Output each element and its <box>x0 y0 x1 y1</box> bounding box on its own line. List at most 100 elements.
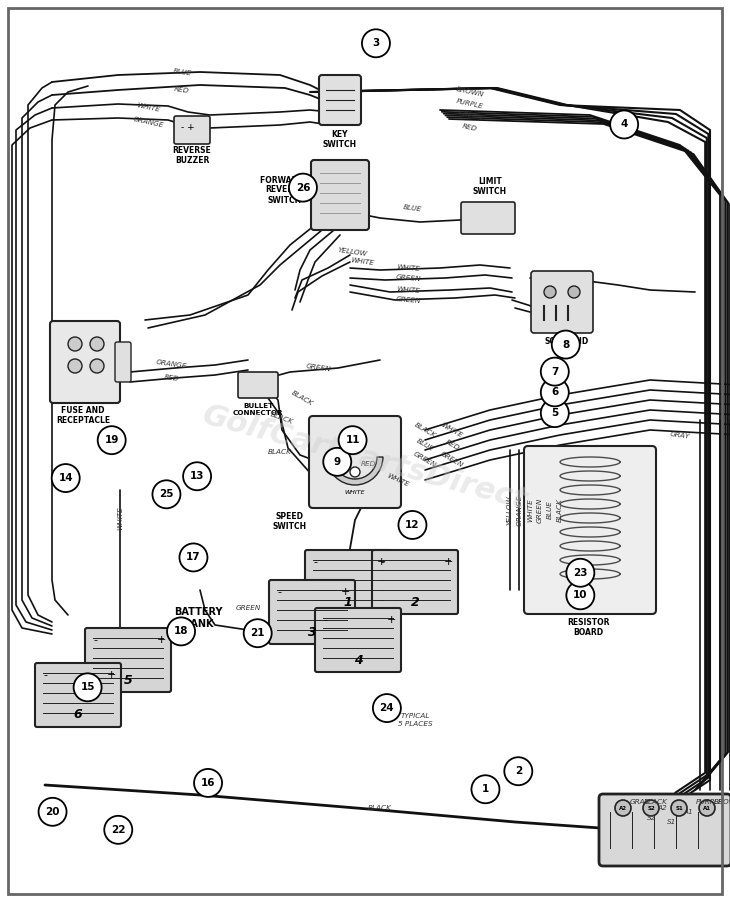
Circle shape <box>566 581 594 610</box>
Circle shape <box>289 173 317 202</box>
Text: REVERSE
BUZZER: REVERSE BUZZER <box>172 146 212 165</box>
Circle shape <box>552 330 580 359</box>
Text: +: + <box>386 615 396 625</box>
FancyBboxPatch shape <box>238 372 278 398</box>
Text: BROWN: BROWN <box>456 86 485 98</box>
FancyBboxPatch shape <box>524 446 656 614</box>
Text: 13: 13 <box>190 471 204 482</box>
Circle shape <box>615 800 631 816</box>
Circle shape <box>39 797 66 826</box>
Circle shape <box>98 426 126 455</box>
Circle shape <box>362 29 390 58</box>
FancyBboxPatch shape <box>311 160 369 230</box>
Text: -: - <box>380 557 384 567</box>
FancyBboxPatch shape <box>305 550 391 614</box>
Text: RESISTOR
BOARD: RESISTOR BOARD <box>566 618 610 638</box>
Text: 17: 17 <box>186 552 201 563</box>
Circle shape <box>399 511 426 539</box>
Text: BROWN: BROWN <box>714 799 730 805</box>
Text: WHITE: WHITE <box>386 473 410 488</box>
Text: 14: 14 <box>58 473 73 483</box>
Wedge shape <box>327 457 383 485</box>
Text: BLACK: BLACK <box>413 421 437 438</box>
Text: 1: 1 <box>344 595 353 609</box>
Circle shape <box>568 286 580 298</box>
Circle shape <box>323 447 351 476</box>
Text: ORANGE: ORANGE <box>156 359 188 369</box>
Text: +: + <box>156 635 166 645</box>
Text: 5: 5 <box>551 408 558 419</box>
FancyBboxPatch shape <box>35 663 121 727</box>
Text: +: + <box>340 587 350 597</box>
Text: A1: A1 <box>703 805 711 811</box>
FancyBboxPatch shape <box>599 794 730 866</box>
Text: BLACK: BLACK <box>268 449 292 455</box>
Circle shape <box>183 462 211 491</box>
Circle shape <box>194 769 222 797</box>
Text: 4: 4 <box>353 654 362 667</box>
Circle shape <box>104 815 132 844</box>
FancyBboxPatch shape <box>372 550 458 614</box>
Text: RED: RED <box>174 86 190 94</box>
FancyBboxPatch shape <box>315 608 401 672</box>
Text: 11: 11 <box>345 435 360 446</box>
Text: -: - <box>43 670 47 680</box>
Circle shape <box>566 558 594 587</box>
Text: WHITE: WHITE <box>350 257 374 267</box>
Text: A2: A2 <box>619 805 627 811</box>
Text: SOLENOID: SOLENOID <box>545 337 589 346</box>
FancyBboxPatch shape <box>115 342 131 382</box>
Circle shape <box>180 543 207 572</box>
Circle shape <box>153 480 180 509</box>
Text: PURPLE: PURPLE <box>696 799 724 805</box>
Text: 4: 4 <box>620 119 628 130</box>
FancyBboxPatch shape <box>319 75 361 125</box>
Text: WHITE: WHITE <box>345 490 365 495</box>
Text: 23: 23 <box>573 567 588 578</box>
Text: 18: 18 <box>174 626 188 637</box>
Text: -: - <box>323 615 327 625</box>
Text: RED: RED <box>462 124 478 133</box>
FancyBboxPatch shape <box>269 580 355 644</box>
Text: WHITE: WHITE <box>527 498 533 522</box>
Text: RED: RED <box>444 438 460 451</box>
Circle shape <box>671 800 687 816</box>
Text: S2: S2 <box>647 805 655 811</box>
Text: BLACK: BLACK <box>270 411 294 425</box>
Text: 2: 2 <box>410 595 419 609</box>
Text: 15: 15 <box>80 682 95 693</box>
Text: WHITE: WHITE <box>396 286 420 294</box>
Text: GREEN: GREEN <box>412 451 437 469</box>
Text: YELLOW: YELLOW <box>507 495 513 525</box>
Circle shape <box>541 378 569 407</box>
FancyBboxPatch shape <box>50 321 120 403</box>
Text: 21: 21 <box>250 628 265 639</box>
Text: 26: 26 <box>296 182 310 193</box>
Circle shape <box>74 673 101 702</box>
Text: S1: S1 <box>675 805 683 811</box>
Text: 3: 3 <box>372 38 380 49</box>
Text: 6: 6 <box>74 708 82 722</box>
Text: KEY
SWITCH: KEY SWITCH <box>323 130 357 150</box>
Text: GREEN: GREEN <box>305 364 331 373</box>
Text: GREEN: GREEN <box>395 274 420 282</box>
Text: FORWARD /
REVERSE
SWITCH: FORWARD / REVERSE SWITCH <box>261 175 310 205</box>
Text: WHITE: WHITE <box>136 103 161 114</box>
Text: FUSE AND
RECEPTACLE: FUSE AND RECEPTACLE <box>56 406 110 426</box>
Text: -: - <box>277 587 281 597</box>
Text: S1: S1 <box>667 819 677 825</box>
Text: BLUE: BLUE <box>172 68 192 77</box>
FancyBboxPatch shape <box>531 271 593 333</box>
Text: BLUE: BLUE <box>415 437 434 452</box>
Text: SPEED
SWITCH: SPEED SWITCH <box>273 512 307 531</box>
Text: GREEN: GREEN <box>537 497 543 522</box>
Circle shape <box>472 775 499 804</box>
Circle shape <box>350 467 360 477</box>
Text: LIMIT
SWITCH: LIMIT SWITCH <box>473 177 507 196</box>
Text: 5: 5 <box>123 674 132 686</box>
Circle shape <box>541 357 569 386</box>
Text: WHITE: WHITE <box>440 421 464 438</box>
Text: GREEN: GREEN <box>439 451 464 469</box>
Text: 24: 24 <box>380 703 394 713</box>
Text: BLACK: BLACK <box>557 498 563 522</box>
